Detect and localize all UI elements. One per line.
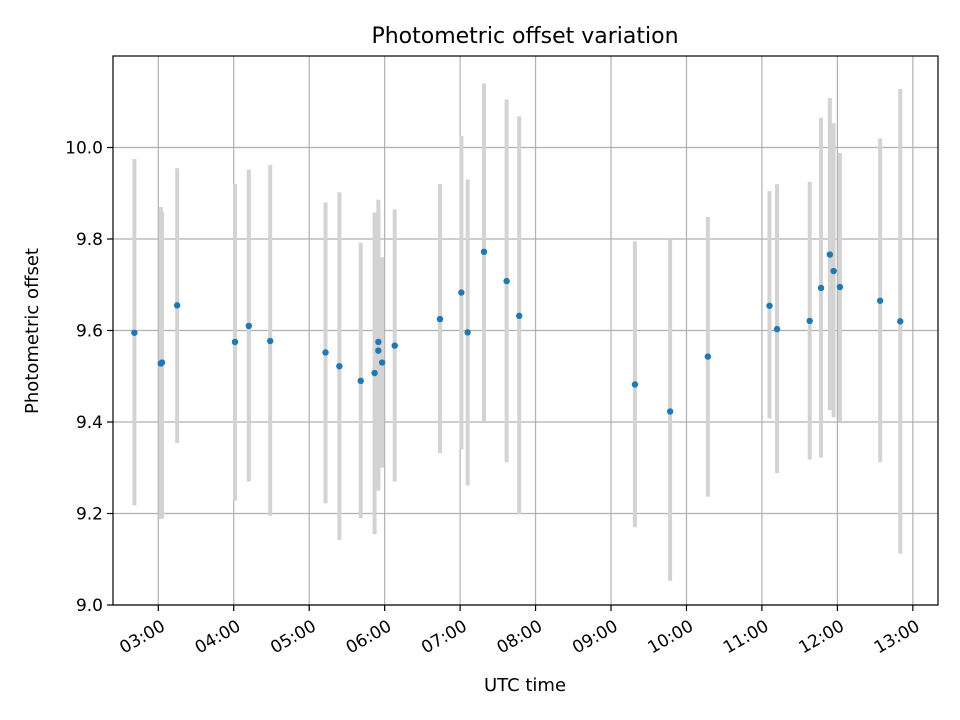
data-point xyxy=(826,251,834,258)
x-tick-label: 12:00 xyxy=(795,616,847,658)
data-point xyxy=(173,302,181,309)
data-point xyxy=(817,284,825,292)
x-tick-label: 13:00 xyxy=(871,616,923,658)
y-tick-label: 9.6 xyxy=(76,322,103,342)
data-point xyxy=(830,267,837,275)
data-point xyxy=(231,338,239,346)
y-tick-label: 9.8 xyxy=(76,230,103,250)
data-points xyxy=(131,248,904,415)
data-point xyxy=(245,322,253,330)
data-point xyxy=(378,359,386,366)
data-point xyxy=(503,277,510,285)
x-tick-label: 08:00 xyxy=(494,616,546,658)
x-axis-label: UTC time xyxy=(484,675,566,696)
x-tick-label: 05:00 xyxy=(267,616,319,658)
data-point xyxy=(704,353,712,360)
x-tick-label: 03:00 xyxy=(116,616,168,658)
data-point xyxy=(375,338,382,346)
data-point xyxy=(391,342,398,349)
data-point xyxy=(766,302,773,309)
x-tick-label: 11:00 xyxy=(720,616,772,658)
data-point xyxy=(375,347,382,354)
data-point xyxy=(631,381,639,388)
x-tick-label: 09:00 xyxy=(569,616,621,658)
y-tick-label: 9.2 xyxy=(76,505,103,525)
axis-ticks: 03:00 04:00 05:00 06:00 07:00 08:00 09:00 10:00… xyxy=(65,139,923,659)
data-point xyxy=(322,349,329,356)
data-point xyxy=(806,317,813,325)
data-point xyxy=(876,297,884,304)
data-point xyxy=(336,362,343,370)
data-point xyxy=(773,325,781,333)
data-point xyxy=(480,248,488,256)
data-point xyxy=(666,408,674,415)
y-tick-label: 10.0 xyxy=(65,139,103,159)
data-point xyxy=(897,318,904,325)
chart-title: Photometric offset variation xyxy=(371,24,678,49)
data-point xyxy=(357,377,364,385)
data-point xyxy=(158,359,166,366)
data-point xyxy=(516,312,523,320)
x-tick-label: 07:00 xyxy=(418,616,470,658)
y-tick-label: 9.4 xyxy=(76,413,103,433)
data-point xyxy=(464,329,471,336)
y-tick-label: 9.0 xyxy=(76,596,103,616)
x-tick-label: 04:00 xyxy=(192,616,244,658)
y-axis-label: Photometric offset xyxy=(22,248,43,414)
data-point xyxy=(131,329,138,336)
data-point xyxy=(436,315,444,323)
data-point xyxy=(836,283,844,291)
data-point xyxy=(267,337,274,345)
data-point xyxy=(458,289,465,296)
x-tick-label: 10:00 xyxy=(645,616,697,658)
error-bars xyxy=(132,83,903,581)
data-point xyxy=(371,369,378,377)
x-tick-label: 06:00 xyxy=(343,616,395,658)
